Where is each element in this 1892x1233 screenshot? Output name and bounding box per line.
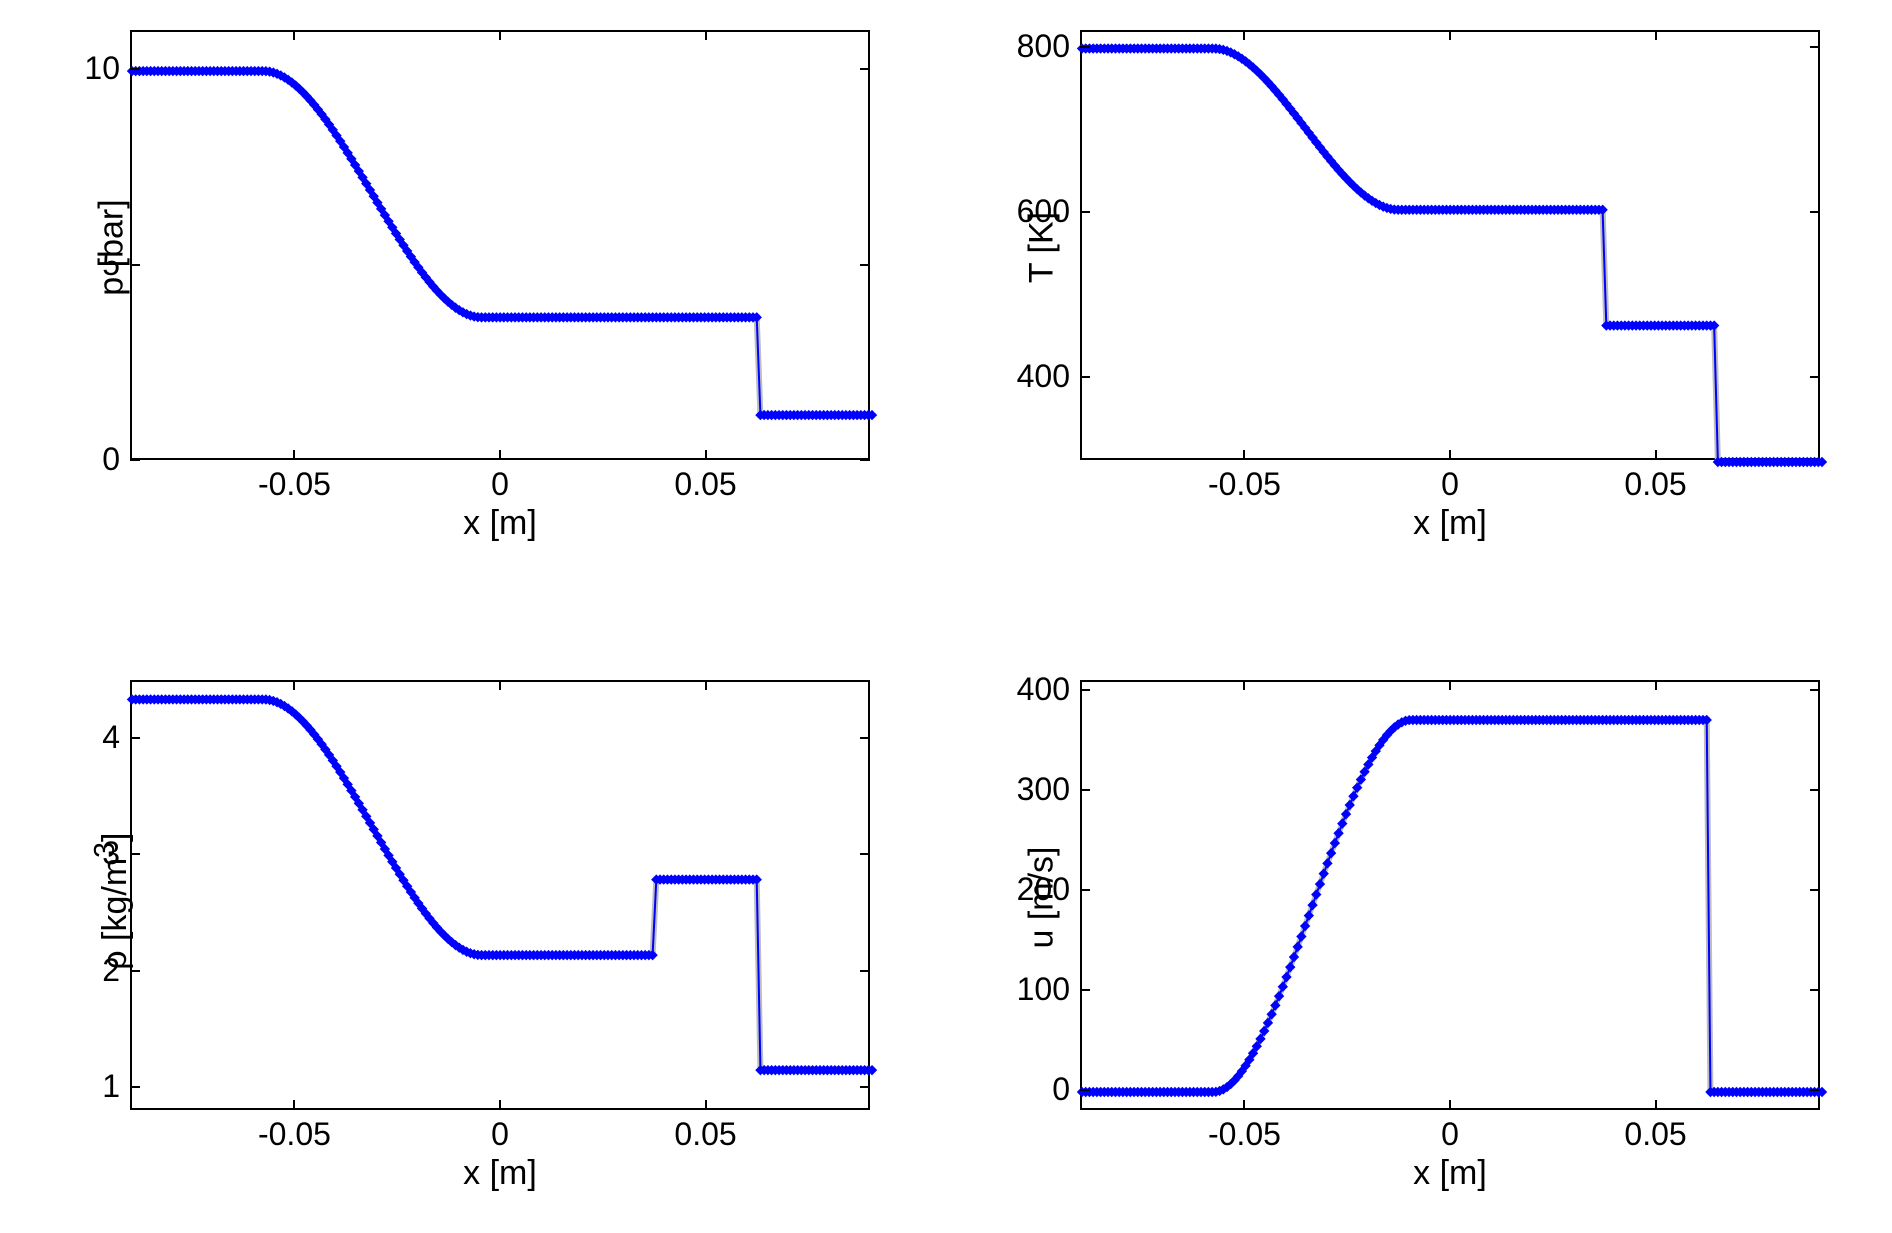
ytick-velocity — [1810, 1089, 1820, 1091]
ytick-density — [130, 1086, 140, 1088]
ytick-pressure — [130, 68, 140, 70]
xtick-temperature — [1655, 450, 1657, 460]
xtick-density — [705, 1100, 707, 1110]
ytick-velocity — [1080, 989, 1090, 991]
xtick-label-pressure: 0 — [440, 466, 560, 503]
xtick-label-temperature: -0.05 — [1184, 466, 1304, 503]
xtick-velocity — [1449, 680, 1451, 690]
xtick-label-density: 0.05 — [646, 1116, 766, 1153]
ytick-velocity — [1080, 1089, 1090, 1091]
xtick-pressure — [705, 450, 707, 460]
xtick-pressure — [499, 450, 501, 460]
xtick-temperature — [1449, 30, 1451, 40]
ytick-velocity — [1810, 789, 1820, 791]
ylabel-density: ρ [kg/m3] — [89, 801, 135, 1001]
plot-area-density — [130, 680, 870, 1110]
ytick-velocity — [1810, 689, 1820, 691]
xtick-velocity — [1449, 1100, 1451, 1110]
series-line-temperature — [1082, 49, 1822, 462]
xtick-pressure — [705, 30, 707, 40]
ytick-pressure — [860, 68, 870, 70]
ytick-density — [860, 970, 870, 972]
xtick-temperature — [1449, 450, 1451, 460]
ylabel-pressure: p [bar] — [93, 148, 132, 348]
ytick-label-temperature: 400 — [1017, 358, 1070, 395]
reference-line-temperature — [1082, 49, 1822, 462]
ytick-pressure — [860, 459, 870, 461]
ytick-density — [860, 737, 870, 739]
ytick-velocity — [1810, 989, 1820, 991]
series-svg-pressure — [132, 32, 872, 462]
xlabel-velocity: x [m] — [1330, 1154, 1570, 1193]
ytick-label-velocity: 400 — [1017, 671, 1070, 708]
ytick-velocity — [1080, 689, 1090, 691]
series-svg-velocity — [1082, 682, 1822, 1112]
xtick-density — [705, 680, 707, 690]
xtick-density — [293, 1100, 295, 1110]
xtick-label-temperature: 0 — [1390, 466, 1510, 503]
ytick-temperature — [1080, 46, 1090, 48]
series-markers-density — [128, 695, 877, 1075]
xtick-temperature — [1655, 30, 1657, 40]
ytick-label-velocity: 0 — [1052, 1071, 1070, 1108]
ytick-label-pressure: 10 — [84, 50, 120, 87]
xtick-pressure — [293, 30, 295, 40]
plot-area-pressure — [130, 30, 870, 460]
reference-line-density — [132, 699, 872, 1070]
figure-2x2: -0.0500.050510x [m]p [bar]-0.0500.054006… — [0, 0, 1892, 1233]
plot-area-velocity — [1080, 680, 1820, 1110]
xtick-label-temperature: 0.05 — [1596, 466, 1716, 503]
series-svg-temperature — [1082, 32, 1822, 462]
xtick-velocity — [1243, 1100, 1245, 1110]
ytick-label-density: 4 — [102, 719, 120, 756]
series-markers-pressure — [128, 67, 877, 420]
ylabel-velocity: u [m/s] — [1023, 798, 1062, 998]
xtick-pressure — [293, 450, 295, 460]
ytick-density — [860, 853, 870, 855]
xtick-pressure — [499, 30, 501, 40]
ytick-label-pressure: 0 — [102, 441, 120, 478]
ytick-temperature — [1080, 376, 1090, 378]
ytick-label-temperature: 800 — [1017, 28, 1070, 65]
xlabel-temperature: x [m] — [1330, 504, 1570, 543]
ytick-density — [130, 737, 140, 739]
ytick-pressure — [860, 264, 870, 266]
series-svg-density — [132, 682, 872, 1112]
xtick-density — [499, 1100, 501, 1110]
ytick-velocity — [1080, 889, 1090, 891]
xtick-density — [499, 680, 501, 690]
xtick-velocity — [1655, 680, 1657, 690]
ytick-temperature — [1080, 211, 1090, 213]
xtick-label-velocity: 0 — [1390, 1116, 1510, 1153]
reference-line-velocity — [1082, 720, 1822, 1092]
ytick-density — [860, 1086, 870, 1088]
xtick-label-velocity: -0.05 — [1184, 1116, 1304, 1153]
xlabel-pressure: x [m] — [380, 504, 620, 543]
ytick-velocity — [1810, 889, 1820, 891]
ytick-pressure — [130, 459, 140, 461]
xtick-temperature — [1243, 30, 1245, 40]
plot-area-temperature — [1080, 30, 1820, 460]
xtick-velocity — [1243, 680, 1245, 690]
ytick-pressure — [130, 264, 140, 266]
ytick-velocity — [1080, 789, 1090, 791]
xlabel-density: x [m] — [380, 1154, 620, 1193]
xtick-label-pressure: -0.05 — [234, 466, 354, 503]
ytick-temperature — [1810, 376, 1820, 378]
ytick-label-density: 1 — [102, 1068, 120, 1105]
xtick-label-pressure: 0.05 — [646, 466, 766, 503]
ytick-temperature — [1810, 46, 1820, 48]
series-markers-velocity — [1078, 716, 1827, 1097]
xtick-label-density: 0 — [440, 1116, 560, 1153]
xtick-density — [293, 680, 295, 690]
ylabel-temperature: T [K] — [1023, 148, 1062, 348]
xtick-label-velocity: 0.05 — [1596, 1116, 1716, 1153]
xtick-temperature — [1243, 450, 1245, 460]
xtick-velocity — [1655, 1100, 1657, 1110]
xtick-label-density: -0.05 — [234, 1116, 354, 1153]
reference-line-pressure — [132, 71, 872, 415]
ytick-temperature — [1810, 211, 1820, 213]
